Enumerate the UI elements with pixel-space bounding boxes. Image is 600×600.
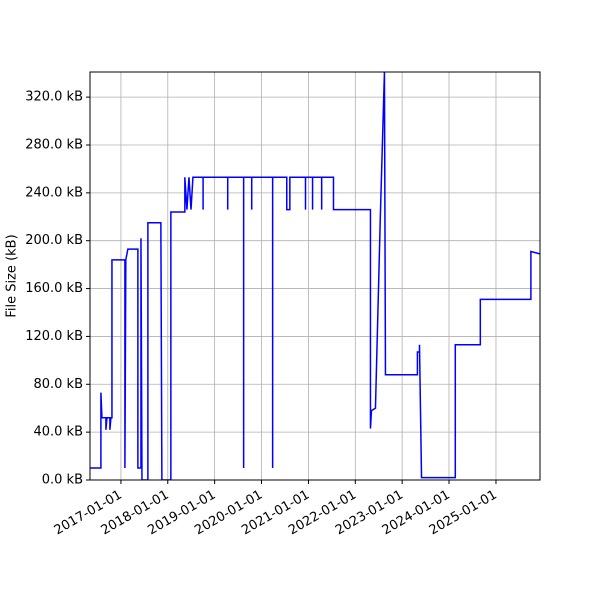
y-tick-label: 120.0 kB — [25, 329, 83, 344]
y-tick-label: 160.0 kB — [25, 281, 83, 296]
y-tick-label: 0.0 kB — [42, 473, 83, 488]
data-line — [90, 72, 540, 480]
y-tick-label: 280.0 kB — [25, 137, 83, 152]
y-tick-label: 80.0 kB — [33, 377, 83, 392]
y-tick-label: 40.0 kB — [33, 425, 83, 440]
y-tick-label: 240.0 kB — [25, 185, 83, 200]
y-tick-label: 200.0 kB — [25, 233, 83, 248]
y-axis-label: File Size (kB) — [5, 234, 20, 317]
y-tick-label: 320.0 kB — [25, 90, 83, 105]
plot-frame — [89, 71, 541, 481]
